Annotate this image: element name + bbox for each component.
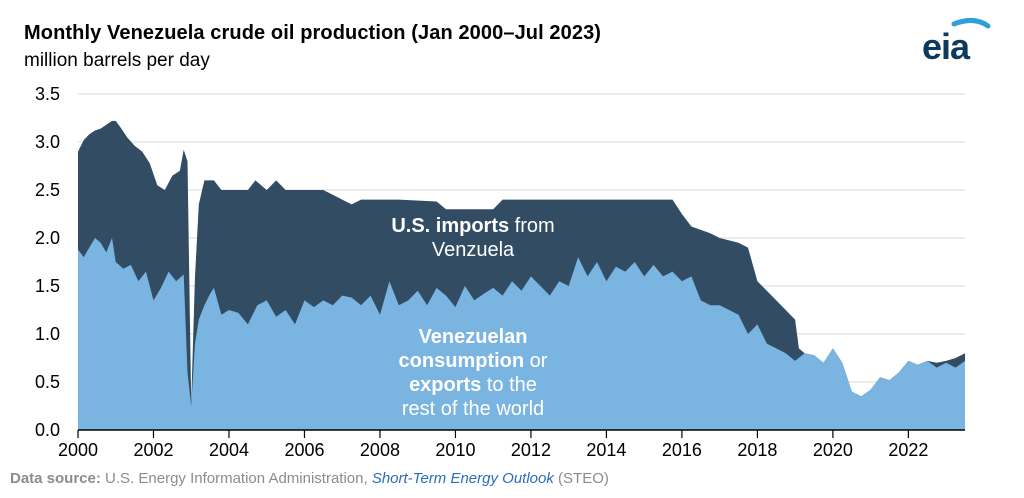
x-tick-label: 2008	[360, 440, 400, 460]
x-tick-label: 2020	[813, 440, 853, 460]
y-tick-label: 1.0	[35, 324, 60, 344]
annotation-domestic-line3: exports to the	[409, 374, 537, 396]
chart-areas	[78, 120, 965, 431]
x-tick-label: 2000	[58, 440, 98, 460]
eia-logo: eia	[916, 14, 1000, 70]
production-area-chart: 0.00.51.01.52.02.53.03.5 2000 2002 2004 200…	[35, 84, 965, 460]
x-tick-label: 2014	[586, 440, 626, 460]
y-tick-label: 3.0	[35, 132, 60, 152]
x-tick-label: 2012	[511, 440, 551, 460]
x-tick-labels: 2000 2002 2004 2006 2008 2010 2012 2014 2016 2018…	[58, 430, 928, 460]
x-tick-label: 2006	[284, 440, 324, 460]
logo-text: eia	[922, 26, 970, 67]
x-tick-label: 2022	[888, 440, 928, 460]
annotation-domestic-line1: Venezuelan	[419, 326, 528, 348]
logo-swoosh-icon	[951, 18, 991, 29]
y-tick-labels: 0.0 0.5 1.0 1.5 2.0 2.5 3.0 3.5	[35, 84, 60, 440]
y-tick-label: 2.5	[35, 180, 60, 200]
y-tick-label: 0.5	[35, 372, 60, 392]
footer-steo-link[interactable]: Short-Term Energy Outlook	[371, 470, 554, 487]
annotation-imports-line1: U.S. imports from	[391, 215, 554, 237]
y-tick-label: 1.5	[35, 276, 60, 296]
annotations: U.S. imports from Venzuela Venezuelan co…	[391, 215, 554, 420]
footer-tail: (STEO)	[553, 470, 609, 487]
annotation-domestic-line4: rest of the world	[402, 398, 544, 420]
x-tick-label: 2004	[209, 440, 249, 460]
chart-title: Monthly Venezuela crude oil production (…	[24, 22, 602, 44]
y-tick-label: 3.5	[35, 84, 60, 104]
x-tick-label: 2018	[737, 440, 777, 460]
annotation-domestic-line2: consumption or	[399, 350, 548, 372]
chart-y-unit-label: million barrels per day	[24, 50, 210, 71]
annotation-imports-line2: Venzuela	[432, 239, 515, 261]
data-source-footer: Data source: U.S. Energy Information Adm…	[10, 470, 609, 487]
x-tick-label: 2002	[133, 440, 173, 460]
y-tick-label: 2.0	[35, 228, 60, 248]
x-tick-label: 2016	[662, 440, 702, 460]
area-domestic-exports	[78, 238, 965, 430]
y-tick-label: 0.0	[35, 420, 60, 440]
footer-label: Data source:	[10, 470, 101, 487]
x-tick-label: 2010	[435, 440, 475, 460]
footer-source-text: U.S. Energy Information Administration,	[100, 470, 372, 487]
